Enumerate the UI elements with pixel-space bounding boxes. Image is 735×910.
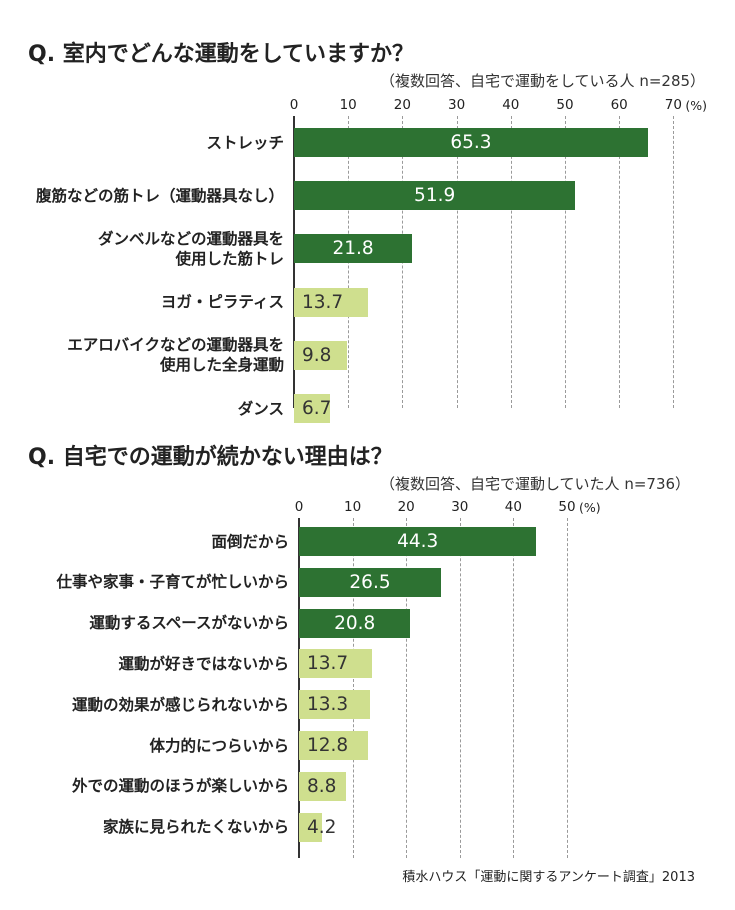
gridline bbox=[513, 518, 515, 858]
data-label: 4.2 bbox=[307, 816, 337, 838]
x-tick-label: 40 bbox=[502, 97, 520, 113]
category-label-line: 体力的につらいから bbox=[149, 736, 289, 755]
category-label-line: 運動するスペースがないから bbox=[89, 614, 289, 633]
bar bbox=[294, 340, 348, 370]
data-label: 6.7 bbox=[302, 398, 332, 419]
x-tick-label: 0 bbox=[289, 97, 299, 113]
data-label: 9.8 bbox=[302, 344, 332, 366]
unit-label: (%) bbox=[579, 500, 601, 515]
bar bbox=[294, 287, 369, 317]
y-axis-line bbox=[298, 518, 300, 858]
x-tick-label: 50 bbox=[558, 499, 576, 515]
bar bbox=[299, 731, 368, 760]
bar bbox=[294, 234, 413, 264]
bar bbox=[299, 527, 537, 556]
gridline bbox=[456, 116, 458, 408]
data-label: 13.7 bbox=[302, 291, 344, 313]
data-label: 13.3 bbox=[307, 694, 349, 716]
category-label-line: 外での運動のほうが楽しいから bbox=[71, 777, 289, 796]
bar bbox=[299, 608, 411, 638]
data-label: 65.3 bbox=[450, 132, 492, 153]
data-label: 21.8 bbox=[332, 238, 374, 260]
x-tick-label: 20 bbox=[393, 97, 411, 113]
x-tick-label: 30 bbox=[448, 97, 466, 113]
category-label-line: エアロバイクなどの運動器具を bbox=[67, 336, 284, 355]
data-label: 20.8 bbox=[334, 612, 376, 634]
category-label-line: 面倒だから bbox=[211, 532, 289, 551]
category-label: 運動の効果が感じられないから bbox=[72, 695, 289, 715]
category-label-line: 家族に見られたくないから bbox=[102, 818, 289, 837]
category-label-line: 使用した全身運動 bbox=[159, 356, 284, 375]
chart-subtitle: （複数回答、自宅で運動していた人 n=736） bbox=[380, 475, 691, 493]
category-label: 面倒だから bbox=[211, 532, 289, 552]
gridline bbox=[565, 116, 566, 408]
gridline bbox=[567, 518, 568, 858]
x-tick-label: 30 bbox=[451, 499, 469, 515]
bar bbox=[299, 690, 371, 720]
data-label: 12.8 bbox=[307, 735, 349, 756]
category-label-line: ストレッチ bbox=[206, 133, 284, 152]
gridline bbox=[619, 116, 621, 408]
x-tick-label: 0 bbox=[294, 499, 304, 515]
bar bbox=[299, 771, 347, 801]
data-label: 44.3 bbox=[397, 531, 439, 552]
source-note: 積水ハウス「運動に関するアンケート調査」2013 bbox=[402, 870, 695, 885]
bar bbox=[294, 128, 648, 157]
category-label-line: 使用した筋トレ bbox=[175, 249, 284, 268]
category-label: 外での運動のほうが楽しいから bbox=[72, 776, 289, 796]
category-label: ストレッチ bbox=[206, 133, 284, 153]
bar bbox=[294, 394, 331, 423]
category-label: 運動が好きではないから bbox=[118, 654, 289, 674]
bar bbox=[299, 649, 373, 679]
x-tick-label: 60 bbox=[610, 97, 628, 113]
category-label: ダンス bbox=[238, 399, 284, 419]
x-tick-label: 40 bbox=[504, 499, 522, 515]
category-label: 家族に見られたくないから bbox=[103, 817, 289, 837]
gridline bbox=[673, 116, 675, 408]
chart-title: Q. 室内でどんな運動をしていますか？ bbox=[28, 42, 415, 67]
bar bbox=[299, 812, 322, 842]
x-tick-label: 20 bbox=[397, 499, 415, 515]
category-label-line: 腹筋などの筋トレ（運動器具なし） bbox=[35, 186, 284, 205]
category-label-line: ダンベルなどの運動器具を bbox=[97, 229, 284, 248]
category-label-line: ヨガ・ピラティス bbox=[160, 293, 284, 312]
category-label: エアロバイクなどの運動器具を 使用した全身運動 bbox=[67, 335, 284, 375]
data-label: 51.9 bbox=[414, 185, 456, 207]
category-label-line: 運動の効果が感じられないから bbox=[71, 695, 289, 714]
data-label: 13.7 bbox=[307, 653, 349, 675]
data-label: 8.8 bbox=[307, 775, 337, 797]
category-label-line: 仕事や家事・子育てが忙しいから bbox=[56, 573, 289, 592]
gridline bbox=[459, 518, 461, 858]
gridline bbox=[352, 518, 354, 858]
category-label: ヨガ・ピラティス bbox=[161, 292, 284, 312]
chart-title: Q. 自宅での運動が続かない理由は？ bbox=[28, 445, 393, 470]
data-label: 26.5 bbox=[349, 571, 391, 593]
category-label-line: 運動が好きではないから bbox=[118, 654, 289, 673]
x-tick-label: 10 bbox=[339, 97, 357, 113]
bar bbox=[299, 567, 442, 597]
category-label: 仕事や家事・子育てが忙しいから bbox=[56, 572, 289, 592]
category-label-line: ダンス bbox=[237, 399, 284, 418]
gridline bbox=[406, 518, 408, 858]
x-tick-label: 70 bbox=[664, 97, 682, 113]
x-tick-label: 50 bbox=[556, 97, 574, 113]
bar bbox=[294, 181, 576, 211]
gridline bbox=[510, 116, 512, 408]
chart-subtitle: （複数回答、自宅で運動をしている人 n=285） bbox=[380, 72, 706, 90]
category-label: ダンベルなどの運動器具を 使用した筋トレ bbox=[98, 229, 284, 269]
category-label: 腹筋などの筋トレ（運動器具なし） bbox=[36, 186, 284, 206]
category-label: 体力的につらいから bbox=[149, 736, 289, 756]
unit-label: (%) bbox=[685, 98, 708, 113]
x-tick-label: 10 bbox=[344, 499, 362, 515]
category-label: 運動するスペースがないから bbox=[89, 613, 289, 633]
